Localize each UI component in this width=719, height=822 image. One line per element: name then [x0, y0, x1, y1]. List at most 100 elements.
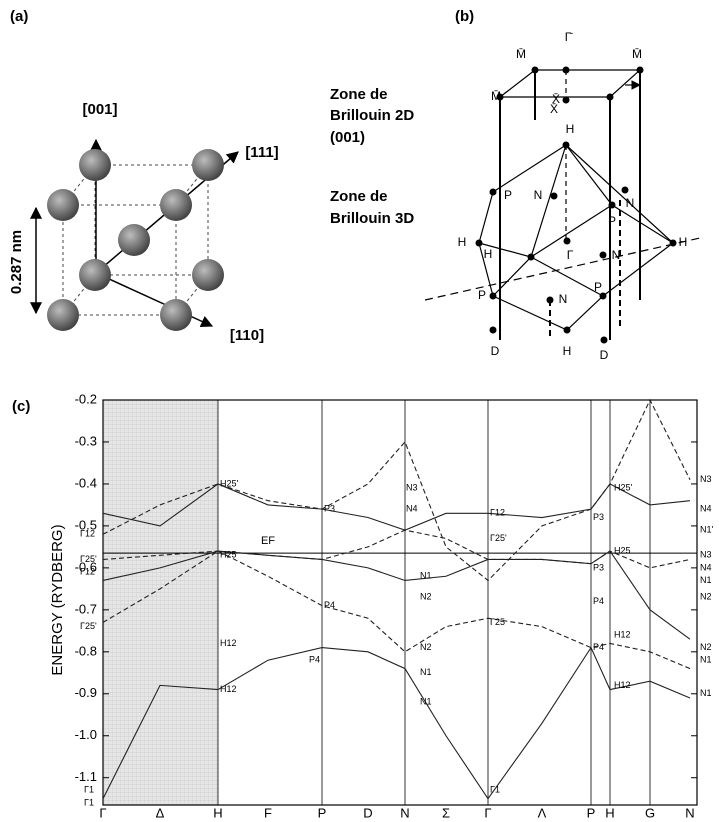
- bz-point: [489, 188, 497, 196]
- direction-label: [001]: [82, 101, 117, 118]
- y-tick-label: -1.1: [75, 769, 97, 784]
- panel-b: (b) Zone de Brillouin 2D (001) Zone de B…: [330, 8, 701, 362]
- level-label: H12: [614, 629, 631, 639]
- lattice-label: 0.287 nm: [8, 230, 25, 294]
- level-label: Γ12: [80, 566, 95, 576]
- level-label: H25': [220, 478, 239, 488]
- level-label: H12: [220, 638, 237, 648]
- bz-point: [636, 66, 644, 74]
- fermi-label: EF: [261, 535, 275, 547]
- level-label: P3: [593, 512, 604, 522]
- bz-point: [669, 239, 677, 247]
- level-label: Γ12: [490, 508, 505, 518]
- bz-point-label: X̄: [550, 102, 558, 116]
- panel-label: (c): [12, 398, 30, 415]
- x-tick-label: Σ: [442, 805, 450, 820]
- panel-label: (a): [10, 8, 28, 25]
- bz-point: [621, 186, 629, 194]
- x-tick-label: P: [318, 805, 327, 820]
- bz-point: [599, 292, 607, 300]
- bz-point-label: P: [608, 214, 616, 228]
- bz-point: [563, 237, 571, 245]
- level-label: P4: [309, 655, 320, 665]
- level-label: H25: [220, 550, 237, 560]
- level-label: N3: [700, 550, 712, 560]
- bz-point: [489, 326, 497, 334]
- level-label: H12: [220, 684, 237, 694]
- bz-point-label: D: [600, 348, 609, 362]
- level-label: Γ25': [490, 533, 507, 543]
- y-tick-label: -0.2: [75, 391, 97, 406]
- level-label: H25: [614, 545, 631, 555]
- bz-point-label: N: [626, 196, 635, 210]
- y-tick-label: -1.0: [75, 727, 97, 742]
- level-label: H25': [614, 483, 633, 493]
- zone-label: (001): [330, 129, 365, 146]
- x-tick-label: G: [645, 805, 655, 820]
- band: [102, 646, 691, 800]
- y-tick-label: -0.4: [75, 475, 97, 490]
- band-structure: (c) ENERGY (RYDBERG) -0.2 -0.3 -0.4 -0.5 -0.…: [12, 391, 714, 820]
- x-tick-label: N: [685, 805, 694, 820]
- bz-point-label: P: [478, 288, 486, 302]
- bz-point-label: N: [534, 188, 543, 202]
- bz-point-label: M̄: [491, 89, 501, 103]
- bz-point: [475, 239, 483, 247]
- y-tick-label: -0.3: [75, 433, 97, 448]
- zone-label: Brillouin 2D: [330, 107, 414, 124]
- level-label: P3: [593, 562, 604, 572]
- bz-point: [600, 336, 608, 344]
- level-label: Γ25': [80, 621, 97, 631]
- bz-point: [606, 93, 614, 101]
- x-tick-label: P: [587, 805, 596, 820]
- zone-label: Brillouin 3D: [330, 210, 414, 227]
- level-label: Γ1: [490, 785, 500, 795]
- band: [102, 483, 691, 531]
- bz-point-label: H: [458, 235, 467, 249]
- y-tick-label: -0.9: [75, 685, 97, 700]
- x-tick-label: Γ: [484, 805, 491, 820]
- y-tick-label: -0.8: [75, 643, 97, 658]
- bz-point: [562, 141, 570, 149]
- x-tick-label: F: [264, 805, 272, 820]
- panel-a: (a) [001] [111] [110] 0.287 nm: [8, 8, 279, 344]
- bz-point-label: P: [594, 280, 602, 294]
- level-label: N1: [420, 571, 432, 581]
- level-label: Γ1: [84, 785, 94, 795]
- x-tick-label: Δ: [156, 805, 165, 820]
- bz-point-label: Γ: [567, 248, 574, 262]
- level-label: N2: [700, 642, 712, 652]
- level-label: P3: [324, 503, 335, 513]
- bz-point-label: Γ̄: [565, 30, 574, 44]
- level-label: N1: [700, 575, 712, 585]
- bz-point: [531, 66, 539, 74]
- bz-point: [550, 192, 558, 200]
- bz-point: [599, 251, 607, 259]
- level-label: N4: [700, 562, 712, 572]
- y-tick-label: -0.6: [75, 559, 97, 574]
- level-label: P4: [324, 600, 335, 610]
- bz-point-label: D: [491, 344, 500, 358]
- band: [102, 529, 691, 569]
- x-tick-label: H: [605, 805, 614, 820]
- level-label: N1: [420, 667, 432, 677]
- bz-point-label: N: [559, 292, 568, 306]
- bz-point: [608, 201, 616, 209]
- level-label: P4: [593, 642, 604, 652]
- level-label: N2: [420, 592, 432, 602]
- bz-point: [527, 253, 535, 261]
- x-tick-label: N: [400, 805, 409, 820]
- level-label: N3: [700, 474, 712, 484]
- bz-point-label: M̄: [516, 47, 526, 61]
- band: [102, 550, 691, 670]
- level-label: N1': [700, 524, 714, 534]
- bz-point-label: M̄: [632, 47, 642, 61]
- level-label: P4: [593, 596, 604, 606]
- bz-point: [562, 96, 570, 104]
- y-tick-label: -0.7: [75, 601, 97, 616]
- plot-frame: [102, 399, 698, 806]
- arrow-110: [95, 272, 214, 327]
- bz-point-label: P: [504, 188, 512, 202]
- zone-label: Zone de: [330, 188, 388, 205]
